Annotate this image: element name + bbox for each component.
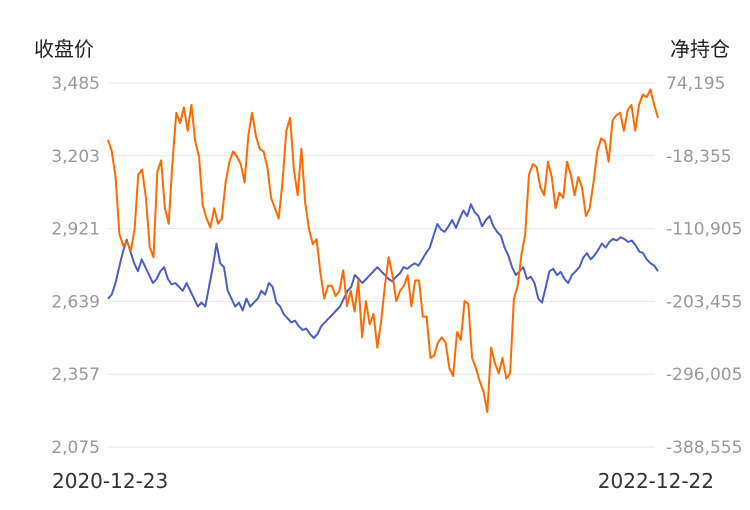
left-tick-label: 2,921 [51,220,100,240]
left-axis-title: 收盘价 [34,37,94,61]
right-tick-label: 74,195 [666,74,725,94]
left-tick-label: 2,357 [51,365,100,385]
gridlines [108,82,655,448]
left-tick-label: 3,485 [51,74,100,94]
left-tick-label: 2,639 [51,292,100,312]
series-lines [107,88,659,414]
x-end-label: 2022-12-22 [598,469,714,493]
net-position-line [107,203,659,339]
right-tick-label: -296,005 [666,365,742,385]
close-price-line [107,88,659,414]
right-tick-label: -388,555 [666,438,742,458]
left-tick-label: 2,075 [51,438,100,458]
x-start-label: 2020-12-23 [52,469,168,493]
right-tick-label: -18,355 [666,147,732,167]
left-tick-label: 3,203 [51,147,100,167]
right-axis-ticks: 74,195 -18,355 -110,905 -203,455 -296,005 -38… [666,74,742,458]
left-axis-ticks: 3,485 3,203 2,921 2,639 2,357 2,075 [51,74,100,458]
right-axis-title: 净持仓 [670,37,730,61]
right-tick-label: -110,905 [666,220,742,240]
right-tick-label: -203,455 [666,292,742,312]
